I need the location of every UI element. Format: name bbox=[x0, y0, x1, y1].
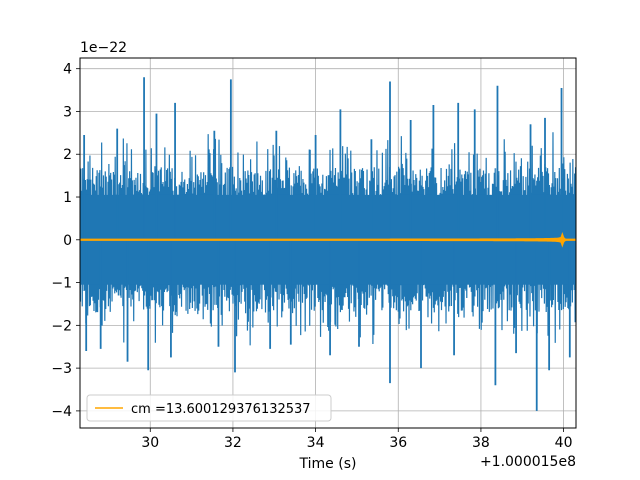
data-lines bbox=[80, 77, 576, 411]
x-tick-label: 38 bbox=[472, 435, 490, 451]
x-tick-label: 36 bbox=[389, 435, 407, 451]
y-tick-label: −3 bbox=[51, 361, 72, 377]
plot-frame bbox=[79, 57, 577, 429]
y-tick-label: 2 bbox=[63, 147, 72, 163]
legend-box bbox=[86, 394, 332, 422]
x-tick-label: 30 bbox=[141, 435, 159, 451]
y-tick-label: 1 bbox=[63, 190, 72, 206]
y-tick-label: 3 bbox=[63, 104, 72, 120]
y-scale-label: 1e−22 bbox=[80, 40, 127, 56]
y-tick-label: 4 bbox=[63, 62, 72, 78]
y-tick-label: −2 bbox=[51, 318, 72, 334]
y-tick-label: −1 bbox=[51, 276, 72, 292]
x-axis-label: Time (s) bbox=[299, 456, 357, 472]
y-tick-label: −4 bbox=[51, 404, 72, 420]
x-tick-label: 32 bbox=[224, 435, 242, 451]
legend-label-chirp: cm =13.600129376132537 bbox=[131, 402, 311, 417]
x-offset-label: +1.000015e8 bbox=[480, 454, 576, 470]
x-tick-label: 34 bbox=[307, 435, 325, 451]
chirp-series-line bbox=[80, 231, 576, 248]
legend: cm =13.600129376132537 bbox=[86, 394, 332, 422]
y-tick-label: 0 bbox=[63, 233, 72, 249]
x-tick-label: 40 bbox=[555, 435, 573, 451]
